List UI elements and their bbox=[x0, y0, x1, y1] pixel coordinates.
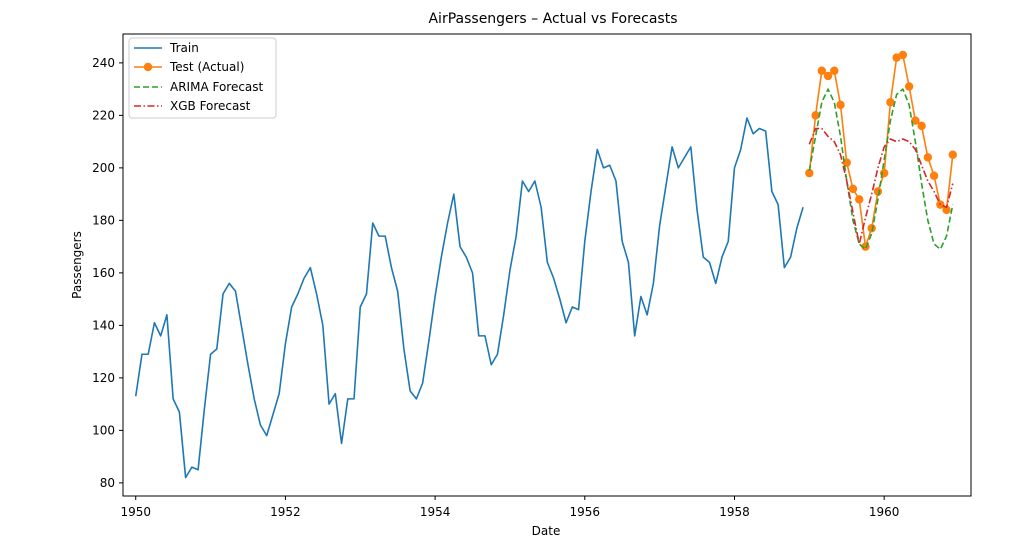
test-actual-point bbox=[823, 71, 833, 81]
plot-frame bbox=[122, 33, 972, 497]
x-tick-label: 1950 bbox=[120, 505, 151, 519]
legend-label-xgb: XGB Forecast bbox=[170, 99, 251, 113]
test-actual-point bbox=[911, 116, 920, 125]
test-actual-point bbox=[805, 168, 814, 178]
test-actual-point bbox=[917, 121, 926, 131]
test-actual-point bbox=[836, 100, 845, 110]
test-actual-point bbox=[811, 111, 820, 120]
test-actual-point bbox=[948, 150, 957, 159]
legend-label-test: Test (Actual) bbox=[169, 60, 244, 74]
y-tick-label: 240 bbox=[92, 56, 115, 70]
test-actual-point bbox=[886, 98, 895, 107]
test-actual-point bbox=[929, 171, 939, 180]
test-actual-point bbox=[848, 184, 858, 194]
y-tick-label: 120 bbox=[92, 371, 115, 385]
y-tick-label: 200 bbox=[92, 161, 115, 175]
test-actual-point bbox=[830, 66, 839, 75]
y-tick-label: 100 bbox=[92, 423, 115, 437]
legend: Train Test (Actual) ARIMA Forecast XGB F… bbox=[128, 37, 277, 119]
legend-label-train: Train bbox=[169, 41, 199, 55]
y-tick-label: 220 bbox=[92, 108, 115, 122]
x-tick-label: 1960 bbox=[869, 505, 900, 519]
y-tick-label: 80 bbox=[100, 476, 115, 490]
legend-marker-test bbox=[143, 62, 153, 72]
x-axis-label: Date bbox=[532, 524, 561, 538]
x-axis: 1950 1952 1954 1956 1958 1960 bbox=[120, 496, 899, 519]
legend-label-arima: ARIMA Forecast bbox=[170, 80, 264, 94]
plot-lines bbox=[134, 50, 957, 479]
test-actual-point bbox=[817, 66, 827, 75]
test-actual-point bbox=[867, 224, 876, 233]
series-line-train bbox=[134, 117, 804, 479]
series-line-test-actual bbox=[808, 54, 954, 248]
test-actual-point bbox=[923, 153, 933, 162]
y-axis-label: Passengers bbox=[70, 231, 84, 299]
y-tick-label: 140 bbox=[92, 318, 115, 332]
y-axis: 80 100 120 140 160 180 200 220 240 bbox=[92, 56, 123, 490]
test-actual-point bbox=[873, 187, 883, 196]
chart-title: AirPassengers – Actual vs Forecasts bbox=[428, 11, 677, 27]
y-tick-label: 180 bbox=[92, 213, 115, 227]
legend-frame bbox=[128, 37, 277, 119]
y-tick-label: 160 bbox=[92, 266, 115, 280]
test-actual-point bbox=[898, 50, 908, 60]
test-actual-point bbox=[904, 82, 914, 91]
x-tick-label: 1952 bbox=[270, 505, 301, 519]
test-actual-point bbox=[942, 205, 951, 215]
x-tick-label: 1956 bbox=[570, 505, 601, 519]
series-line-xgb-forecast bbox=[808, 127, 954, 245]
x-tick-label: 1958 bbox=[719, 505, 750, 519]
test-actual-point bbox=[855, 195, 864, 204]
x-tick-label: 1954 bbox=[420, 505, 451, 519]
